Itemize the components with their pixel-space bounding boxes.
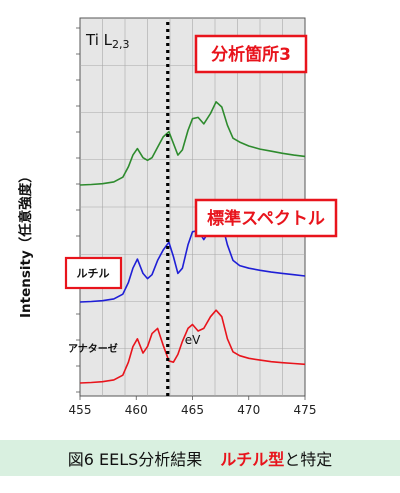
analysis-box-text: 分析箇所3	[211, 44, 291, 65]
series-line-3	[79, 309, 306, 384]
x-axis-label: eV	[185, 333, 201, 347]
x-axis: 455 460 465 470 475 eV	[69, 27, 317, 417]
caption-highlight: ルチル型	[220, 450, 285, 469]
rutile-label-frame	[64, 256, 123, 290]
legend-rutile: ルチル	[77, 267, 110, 280]
edge-label-subscript: 2,3	[112, 38, 130, 51]
x-tick-label: 475	[294, 403, 317, 417]
y-axis-label: Intensity（任意強度）	[18, 169, 34, 318]
standard-box-frame	[194, 198, 338, 238]
legend-anatase: アナターゼ	[68, 342, 118, 355]
x-tick-label: 460	[125, 403, 148, 417]
figure-caption: 図6 EELS分析結果 ルチル型 と特定	[0, 440, 400, 476]
x-tick-label: 455	[69, 403, 92, 417]
series-layer	[79, 101, 306, 384]
caption-prefix: 図6 EELS分析結果	[67, 450, 203, 469]
series-line-1	[79, 101, 306, 186]
series-line-2	[79, 218, 306, 303]
x-tick-label: 465	[181, 403, 204, 417]
standard-box-text: 標準スペクトル	[207, 208, 325, 229]
caption-suffix: と特定	[284, 450, 333, 469]
x-tick-label: 470	[237, 403, 260, 417]
analysis-box-frame	[194, 34, 308, 74]
